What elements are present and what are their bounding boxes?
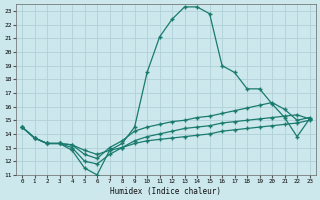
X-axis label: Humidex (Indice chaleur): Humidex (Indice chaleur) [110, 187, 221, 196]
